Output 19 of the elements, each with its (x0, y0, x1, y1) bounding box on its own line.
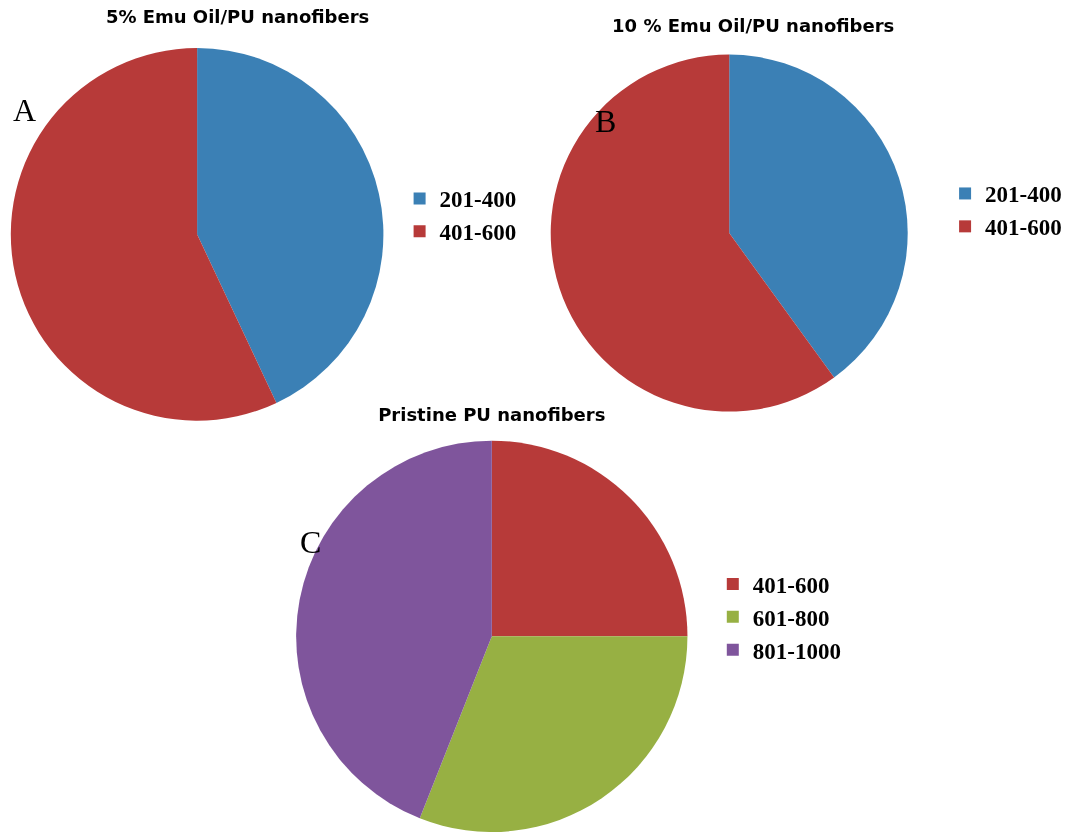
pie-slice (10, 48, 277, 421)
pie-slice (197, 48, 384, 403)
text: B (595, 103, 617, 139)
legend-label: 401-600 (985, 215, 1062, 241)
pie-slice (491, 440, 688, 637)
chart-title: 5% Emu Oil/PU nanofibers (105, 6, 370, 28)
pie-slice (419, 636, 688, 832)
legend-label: 401-600 (439, 220, 517, 246)
legend-label: 801-1000 (752, 638, 841, 664)
pie-slice (296, 440, 492, 819)
legend-label: 201-400 (439, 187, 517, 213)
legend-label: 401-600 (752, 572, 830, 598)
text: C (300, 524, 322, 560)
chart-title: 10 % Emu Oil/PU nanofibers (612, 14, 895, 36)
legend-label: 601-800 (752, 605, 830, 631)
legend-label: 201-400 (985, 182, 1062, 208)
text: A (13, 92, 37, 128)
pie-slice (729, 54, 908, 378)
chart-title: Pristine PU nanofibers (378, 404, 606, 426)
